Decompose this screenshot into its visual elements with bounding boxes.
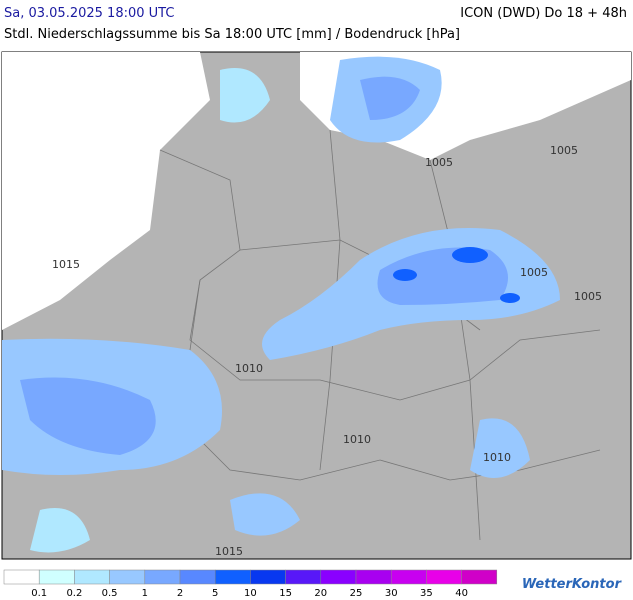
isobar-label: 1005 [574,290,602,303]
isobar-label: 1005 [550,144,578,157]
legend-swatch [250,569,286,585]
legend-swatch [285,569,322,585]
legend-swatch [426,569,462,585]
legend-label: 25 [350,588,363,599]
legend-label: 2 [177,588,183,599]
isobar-label: 1010 [343,433,371,446]
legend-swatch [109,569,146,585]
legend-label: 0.1 [31,588,47,599]
isobar-label: 1015 [215,545,243,558]
isobar-label: 1010 [235,362,263,375]
brand-logo: WetterKontor [521,577,621,592]
legend-swatch [38,569,75,585]
precipitation [2,56,560,553]
legend-swatch [214,569,251,585]
legend-swatch [144,569,181,585]
legend-swatch [74,569,110,585]
legend-label: 40 [455,588,468,599]
legend-label: 1 [142,588,148,599]
legend-label: 10 [244,588,257,599]
datetime: Sa, 03.05.2025 18:00 UTC [4,6,175,21]
legend-label: 30 [385,588,398,599]
north-sea [2,52,210,330]
legend-swatch [320,569,357,585]
legend-label: 15 [279,588,292,599]
subtitle: Stdl. Niederschlagssumme bis Sa 18:00 UT… [4,27,460,42]
isobar-label: 1005 [425,156,453,169]
legend-label: 0.5 [102,588,118,599]
legend-swatch [179,569,216,585]
isobar-label: 1010 [483,451,511,464]
isobar-label: 1005 [520,266,548,279]
legend-swatch [461,569,498,585]
legend-label: 35 [420,588,433,599]
isobar-labels: 1005 1005 1015 1005 1005 1010 1010 1010 1015 [52,144,602,558]
legend-label: 5 [212,588,218,599]
isobar-label: 1015 [52,258,80,271]
model-run: ICON (DWD) Do 18 + 48h [460,6,627,21]
legend-swatch [355,569,392,585]
legend-label: 20 [314,588,327,599]
legend-label: 0.2 [66,588,82,599]
legend-swatch [390,569,427,585]
legend-swatch [3,569,40,585]
legend: 0.1 0.2 0.5 1 2 5 10 15 20 25 30 35 40 [3,569,498,599]
